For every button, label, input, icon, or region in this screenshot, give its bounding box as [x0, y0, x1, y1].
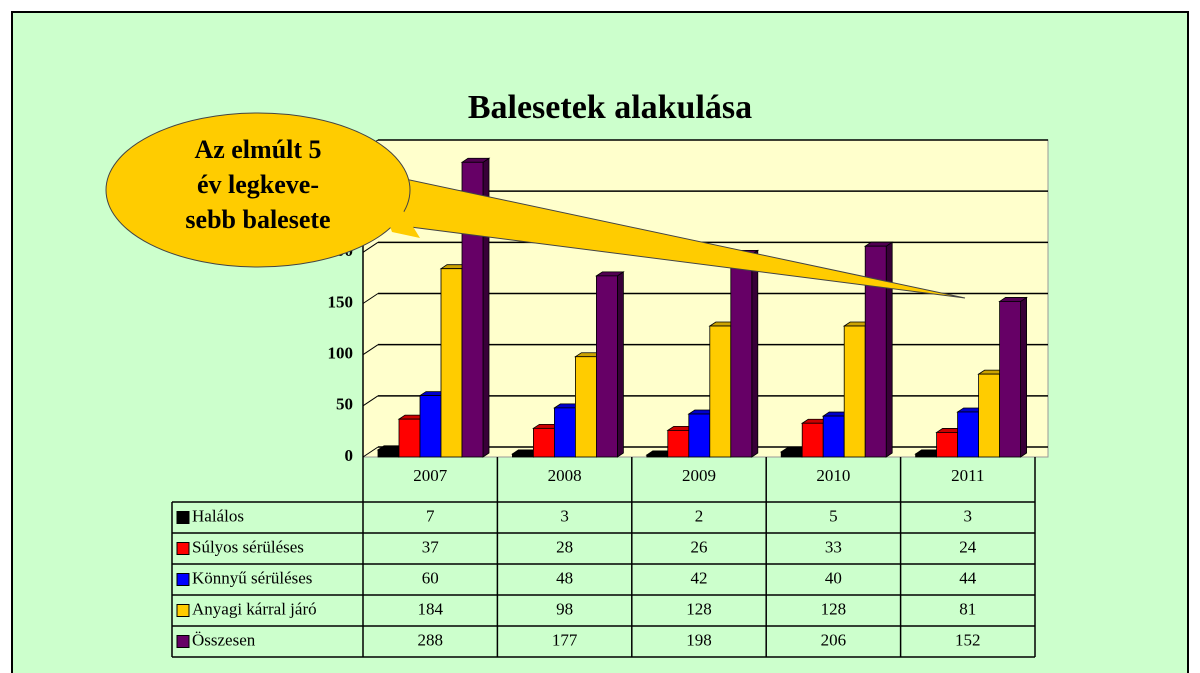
bar-face — [554, 407, 576, 458]
bar-face — [957, 411, 979, 458]
table-value: 7 — [426, 506, 435, 525]
table-value: 128 — [686, 599, 712, 618]
x-tick-label: 2011 — [951, 466, 984, 485]
table-value: 3 — [964, 506, 973, 525]
table-value: 40 — [825, 568, 842, 587]
y-tick-label: 150 — [328, 292, 354, 311]
y-tick-label: 0 — [345, 446, 354, 465]
x-tick-label: 2008 — [548, 466, 582, 485]
legend-key — [176, 542, 190, 555]
bar-face — [709, 325, 732, 458]
table-value: 60 — [422, 568, 439, 587]
bar-face — [751, 249, 759, 458]
bar-face — [398, 418, 421, 458]
bar-face — [843, 325, 866, 458]
table-value: 288 — [417, 630, 443, 649]
y-tick-label: 100 — [328, 344, 354, 363]
bar-face — [801, 422, 824, 458]
bar-face — [667, 429, 690, 458]
grid-depth — [362, 293, 379, 304]
legend-key — [176, 511, 190, 524]
legend-label: Halálos — [192, 506, 244, 525]
grid-depth — [362, 446, 379, 458]
legend-key — [176, 635, 190, 648]
table-value: 24 — [959, 537, 977, 556]
bar-face — [419, 395, 442, 458]
table-value: 37 — [422, 537, 440, 556]
grid-depth — [362, 344, 379, 356]
bar-face — [936, 432, 958, 458]
grid-depth — [362, 241, 379, 253]
legend-label: Könnyű sérüléses — [192, 568, 312, 587]
x-tick-label: 2007 — [413, 466, 448, 485]
callout-text: Az elmúlt 5 — [194, 135, 321, 164]
table-value: 42 — [691, 568, 708, 587]
callout-text: sebb balesete — [185, 205, 330, 234]
table-value: 184 — [417, 599, 443, 618]
grid-depth — [362, 395, 379, 407]
y-tick-label: 50 — [336, 395, 353, 414]
table-value: 5 — [829, 506, 838, 525]
table-value: 44 — [959, 568, 977, 587]
bar — [595, 271, 625, 458]
bar — [863, 241, 894, 458]
bar-face — [377, 449, 400, 458]
legend-key — [176, 573, 190, 586]
table-value: 177 — [552, 630, 578, 649]
bar-face — [1020, 296, 1027, 458]
bar-face — [533, 427, 555, 458]
bar-face — [780, 451, 803, 458]
table-value: 3 — [560, 506, 569, 525]
bar-face — [864, 245, 887, 458]
bar-face — [915, 453, 937, 458]
table-value: 128 — [821, 599, 847, 618]
callout-joint — [368, 160, 420, 238]
bar-face — [730, 253, 753, 458]
legend-key — [176, 604, 190, 617]
table-value: 28 — [556, 537, 573, 556]
legend-label: Anyagi kárral járó — [192, 599, 317, 618]
table-value: 2 — [695, 506, 704, 525]
x-tick-label: 2010 — [816, 466, 850, 485]
table-value: 98 — [556, 599, 573, 618]
bar-face — [440, 268, 463, 458]
legend-label: Súlyos sérüléses — [192, 537, 304, 556]
table-value: 33 — [825, 537, 842, 556]
bar — [729, 249, 760, 458]
bar-face — [575, 356, 597, 458]
bar-face — [978, 373, 1000, 458]
bar-face — [596, 275, 618, 458]
table-value: 152 — [955, 630, 981, 649]
bar — [998, 296, 1028, 458]
table-value: 198 — [686, 630, 712, 649]
table-value: 206 — [821, 630, 847, 649]
bar-face — [617, 271, 624, 458]
bar-face — [999, 301, 1021, 458]
callout — [105, 112, 411, 268]
callout-text: év legkeve- — [197, 170, 319, 199]
x-tick-label: 2009 — [682, 466, 716, 485]
bar-face — [646, 454, 669, 458]
legend-label: Összesen — [192, 630, 256, 649]
table-value: 81 — [959, 599, 976, 618]
bar-face — [688, 413, 711, 458]
table-value: 48 — [556, 568, 573, 587]
bar-face — [822, 415, 845, 458]
bar-face — [512, 453, 534, 458]
bar-face — [885, 241, 893, 458]
chart-title: Balesetek alakulása — [468, 89, 752, 126]
table-value: 26 — [691, 537, 708, 556]
